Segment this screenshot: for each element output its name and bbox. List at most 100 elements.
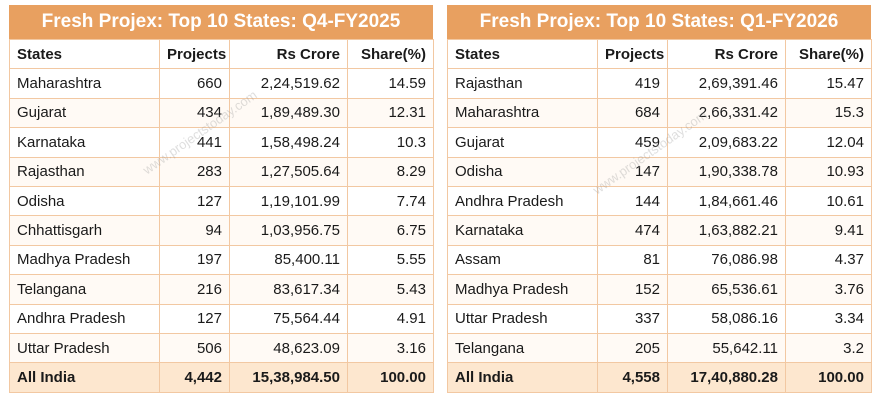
table-row: Gujarat 434 1,89,489.30 12.31: [9, 97, 434, 129]
cell-projects: 419: [597, 68, 668, 99]
cell-rs-crore: 1,03,956.75: [229, 215, 348, 246]
table-row: Madhya Pradesh 197 85,400.11 5.55: [9, 244, 434, 276]
cell-rs-crore: 48,623.09: [229, 332, 348, 364]
cell-state: Karnataka: [447, 215, 598, 246]
cell-projects: 81: [597, 244, 668, 276]
cell-rs-crore: 1,90,338.78: [667, 156, 786, 187]
cell-rs-crore: 75,564.44: [229, 303, 348, 334]
cell-rs-crore: 1,63,882.21: [667, 215, 786, 246]
total-cell-state: All India: [447, 362, 598, 393]
cell-state: Odisha: [447, 156, 598, 187]
cell-share: 10.61: [785, 185, 872, 217]
cell-state: Rajasthan: [9, 156, 160, 187]
cell-projects: 441: [159, 127, 230, 158]
cell-projects: 197: [159, 244, 230, 276]
cell-share: 3.16: [347, 332, 434, 364]
column-header-share: Share(%): [785, 38, 872, 70]
total-cell-rs-crore: 17,40,880.28: [667, 362, 786, 393]
cell-rs-crore: 58,086.16: [667, 303, 786, 334]
total-row: All India 4,442 15,38,984.50 100.00: [9, 362, 434, 393]
cell-share: 12.31: [347, 97, 434, 129]
cell-share: 15.3: [785, 97, 872, 129]
table-row: Telangana 205 55,642.11 3.2: [447, 332, 872, 364]
cell-projects: 684: [597, 97, 668, 129]
cell-share: 9.41: [785, 215, 872, 246]
table-row: Odisha 127 1,19,101.99 7.74: [9, 185, 434, 217]
cell-state: Odisha: [9, 185, 160, 217]
total-cell-projects: 4,558: [597, 362, 668, 393]
table-row: Andhra Pradesh 144 1,84,661.46 10.61: [447, 185, 872, 217]
cell-share: 8.29: [347, 156, 434, 187]
cell-rs-crore: 1,27,505.64: [229, 156, 348, 187]
cell-rs-crore: 1,89,489.30: [229, 97, 348, 129]
table-row: Madhya Pradesh 152 65,536.61 3.76: [447, 274, 872, 305]
table-row: Gujarat 459 2,09,683.22 12.04: [447, 127, 872, 158]
cell-share: 5.43: [347, 274, 434, 305]
cell-projects: 459: [597, 127, 668, 158]
cell-rs-crore: 55,642.11: [667, 332, 786, 364]
table-row: Telangana 216 83,617.34 5.43: [9, 274, 434, 305]
table-title: Fresh Projex: Top 10 States: Q4-FY2025: [9, 5, 433, 39]
cell-state: Uttar Pradesh: [9, 332, 160, 364]
cell-state: Gujarat: [9, 97, 160, 129]
column-header-projects: Projects: [597, 38, 668, 70]
table-row: Andhra Pradesh 127 75,564.44 4.91: [9, 303, 434, 334]
table-row: Karnataka 474 1,63,882.21 9.41: [447, 215, 872, 246]
column-header-states: States: [9, 38, 160, 70]
cell-rs-crore: 76,086.98: [667, 244, 786, 276]
states-table: States Projects Rs Crore Share(%) Mahara…: [9, 38, 434, 393]
cell-projects: 474: [597, 215, 668, 246]
column-header-projects: Projects: [159, 38, 230, 70]
cell-rs-crore: 1,58,498.24: [229, 127, 348, 158]
cell-state: Assam: [447, 244, 598, 276]
cell-state: Chhattisgarh: [9, 215, 160, 246]
cell-share: 10.93: [785, 156, 872, 187]
cell-projects: 205: [597, 332, 668, 364]
cell-state: Andhra Pradesh: [9, 303, 160, 334]
total-cell-projects: 4,442: [159, 362, 230, 393]
cell-projects: 434: [159, 97, 230, 129]
cell-share: 3.76: [785, 274, 872, 305]
table-row: Rajasthan 419 2,69,391.46 15.47: [447, 68, 872, 99]
table-row: Uttar Pradesh 337 58,086.16 3.34: [447, 303, 872, 334]
cell-rs-crore: 1,84,661.46: [667, 185, 786, 217]
cell-state: Rajasthan: [447, 68, 598, 99]
header-row: States Projects Rs Crore Share(%): [9, 38, 434, 70]
cell-rs-crore: 1,19,101.99: [229, 185, 348, 217]
cell-state: Maharashtra: [9, 68, 160, 99]
cell-state: Maharashtra: [447, 97, 598, 129]
total-cell-state: All India: [9, 362, 160, 393]
cell-share: 3.2: [785, 332, 872, 364]
table-row: Maharashtra 684 2,66,331.42 15.3: [447, 97, 872, 129]
cell-state: Gujarat: [447, 127, 598, 158]
cell-state: Andhra Pradesh: [447, 185, 598, 217]
table-row: Uttar Pradesh 506 48,623.09 3.16: [9, 332, 434, 364]
cell-state: Telangana: [447, 332, 598, 364]
cell-rs-crore: 83,617.34: [229, 274, 348, 305]
table-row: Maharashtra 660 2,24,519.62 14.59: [9, 68, 434, 99]
cell-projects: 216: [159, 274, 230, 305]
cell-share: 3.34: [785, 303, 872, 334]
total-cell-share: 100.00: [347, 362, 434, 393]
cell-share: 12.04: [785, 127, 872, 158]
total-cell-rs-crore: 15,38,984.50: [229, 362, 348, 393]
column-header-share: Share(%): [347, 38, 434, 70]
table-row: Karnataka 441 1,58,498.24 10.3: [9, 127, 434, 158]
total-cell-share: 100.00: [785, 362, 872, 393]
cell-projects: 127: [159, 303, 230, 334]
cell-rs-crore: 2,09,683.22: [667, 127, 786, 158]
cell-share: 10.3: [347, 127, 434, 158]
cell-state: Madhya Pradesh: [447, 274, 598, 305]
cell-state: Madhya Pradesh: [9, 244, 160, 276]
column-header-states: States: [447, 38, 598, 70]
cell-share: 6.75: [347, 215, 434, 246]
cell-share: 7.74: [347, 185, 434, 217]
header-row: States Projects Rs Crore Share(%): [447, 38, 872, 70]
cell-state: Karnataka: [9, 127, 160, 158]
states-table: States Projects Rs Crore Share(%) Rajast…: [447, 38, 872, 393]
cell-state: Uttar Pradesh: [447, 303, 598, 334]
cell-share: 15.47: [785, 68, 872, 99]
cell-share: 4.37: [785, 244, 872, 276]
cell-share: 4.91: [347, 303, 434, 334]
table-row: Chhattisgarh 94 1,03,956.75 6.75: [9, 215, 434, 246]
